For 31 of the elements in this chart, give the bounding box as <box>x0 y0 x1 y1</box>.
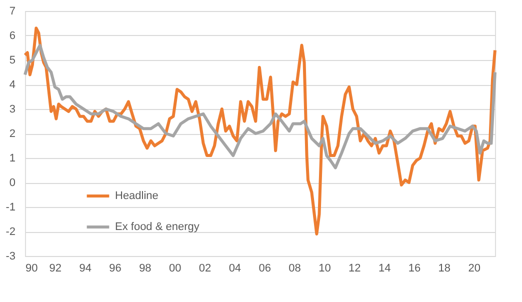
x-tick-label: 18 <box>438 262 451 274</box>
x-tick-label: 06 <box>258 262 272 274</box>
y-tick-label: 6 <box>9 30 16 42</box>
y-tick-label: 4 <box>9 79 16 91</box>
line-series <box>24 26 496 236</box>
x-tick-label: 98 <box>139 262 152 274</box>
y-tick-label: -1 <box>6 202 16 214</box>
x-tick-label: 10 <box>318 262 331 274</box>
y-tick-label: -3 <box>6 250 16 262</box>
y-tick-label: 7 <box>9 6 16 18</box>
x-tick-label: 08 <box>288 262 301 274</box>
x-tick-label: 16 <box>408 262 421 274</box>
x-tick-label: 02 <box>198 262 212 274</box>
y-tick-label: 3 <box>9 104 16 116</box>
x-tick-label: 14 <box>378 262 391 274</box>
legend-label: Ex food & energy <box>115 221 200 233</box>
x-tick-label: 94 <box>79 262 92 274</box>
x-tick-label: 00 <box>168 262 182 274</box>
y-tick-label: 5 <box>9 54 16 66</box>
y-tick-label: 2 <box>9 128 16 140</box>
line-series <box>24 44 496 170</box>
x-tick-label: 96 <box>109 262 122 274</box>
x-tick-label: 04 <box>228 262 242 274</box>
legend-label: Headline <box>115 190 158 202</box>
x-tick-label: 12 <box>348 262 361 274</box>
y-tick-label: 0 <box>9 177 16 189</box>
y-tick-label: 1 <box>9 152 16 164</box>
x-tick-label: 92 <box>49 262 62 274</box>
x-tick-label: 90 <box>26 262 38 274</box>
x-tick-label: 20 <box>468 262 480 274</box>
y-tick-label: -2 <box>6 226 16 238</box>
